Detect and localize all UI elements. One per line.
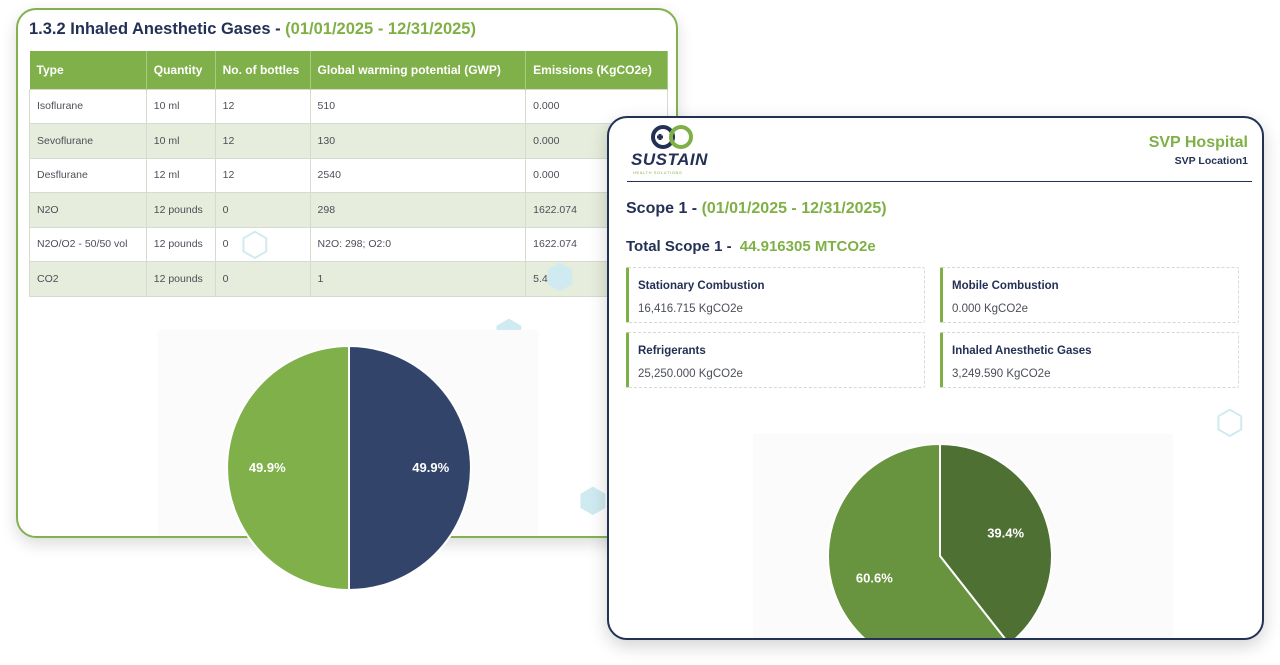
cell-gwp: 298 — [309, 192, 527, 228]
cell-bottles: 12 — [214, 88, 311, 124]
cell-quantity: 12 pounds — [145, 192, 216, 228]
cell-gwp: N2O: 298; O2:0 — [309, 226, 527, 262]
section-title-text: 1.3.2 Inhaled Anesthetic Gases - — [29, 20, 286, 38]
cell-type: Isoflurane — [29, 88, 147, 124]
hospital-name: SVP Hospital — [1148, 134, 1248, 151]
pie-slice — [226, 344, 350, 592]
cell-bottles: 0 — [214, 261, 311, 297]
pie-slice — [348, 344, 472, 592]
table-row: Sevoflurane 10 ml 12 130 0.000 — [29, 123, 668, 159]
cell-emissions: 0.000 — [525, 88, 668, 124]
pie-slice — [827, 442, 1006, 638]
total-scope: Total Scope 1 - 44.916305 MTCO2e — [626, 238, 876, 255]
cell-type: CO2 — [29, 261, 147, 297]
scope-title-text: Scope 1 - — [626, 200, 702, 217]
table-row: Isoflurane 10 ml 12 510 0.000 — [29, 88, 668, 124]
logo-mark-icon — [651, 125, 693, 149]
logo-wordmark: SUSTAIN — [631, 150, 708, 169]
cell-quantity: 12 ml — [145, 157, 216, 193]
column-header-emissions: Emissions (KgCO2e) — [525, 51, 668, 89]
stat-inhaled-anesthetic-gases: Inhaled Anesthetic Gases 3,249.590 KgCO2… — [940, 332, 1239, 388]
pie-slice-label: 60.6% — [856, 571, 893, 586]
cell-quantity: 10 ml — [145, 88, 216, 124]
cell-gwp: 2540 — [309, 157, 527, 193]
stat-label: Mobile Combustion — [952, 280, 1059, 292]
stat-mobile-combustion: Mobile Combustion 0.000 KgCO2e — [940, 267, 1239, 323]
cell-bottles: 12 — [214, 123, 311, 159]
pie-slice-label: 49.9% — [412, 460, 449, 475]
anesthetic-gases-table: Type Quantity No. of bottles Global warm… — [29, 51, 668, 297]
section-title: 1.3.2 Inhaled Anesthetic Gases - (01/01/… — [29, 20, 476, 39]
pie-slice-label: 49.9% — [249, 460, 286, 475]
stat-stationary-combustion: Stationary Combustion 16,416.715 KgCO2e — [626, 267, 925, 323]
sustain-logo: SUSTAIN HEALTH SOLUTIONS — [629, 124, 719, 175]
cell-type: Sevoflurane — [29, 123, 147, 159]
logo-tagline: HEALTH SOLUTIONS — [633, 170, 683, 175]
scope1-summary-card: SUSTAIN HEALTH SOLUTIONS SVP Hospital SV… — [607, 116, 1264, 640]
stat-label: Inhaled Anesthetic Gases — [952, 345, 1092, 357]
column-header-bottles: No. of bottles — [215, 51, 311, 89]
cell-gwp: 1 — [309, 261, 527, 297]
cell-type: Desflurane — [29, 157, 147, 193]
total-scope-value: 44.916305 MTCO2e — [739, 238, 876, 255]
table-header-row: Type Quantity No. of bottles Global warm… — [29, 51, 668, 89]
cell-quantity: 12 pounds — [145, 261, 216, 297]
cell-gwp: 130 — [309, 123, 527, 159]
cell-bottles: 0 — [214, 226, 311, 262]
cell-bottles: 12 — [214, 157, 311, 193]
header-divider — [627, 181, 1252, 182]
cell-type: N2O/O2 - 50/50 vol — [29, 226, 147, 262]
section-date-range: (01/01/2025 - 12/31/2025) — [285, 20, 476, 38]
cell-gwp: 510 — [309, 88, 527, 124]
table-row: Desflurane 12 ml 12 2540 0.000 — [29, 157, 668, 193]
scope-date-range: (01/01/2025 - 12/31/2025) — [701, 200, 887, 217]
column-header-gwp: Global warming potential (GWP) — [310, 51, 527, 89]
hospital-header: SVP Hospital SVP Location1 — [1149, 134, 1248, 167]
stat-value: 0.000 KgCO2e — [952, 303, 1029, 315]
stat-label: Stationary Combustion — [638, 280, 765, 292]
stat-value: 25,250.000 KgCO2e — [638, 368, 743, 380]
hexagon-pattern-icon: ⬡ — [1215, 404, 1245, 442]
table-row: CO2 12 pounds 0 1 5.443 — [29, 261, 668, 297]
hexagon-pattern-icon: ⬢ — [578, 482, 608, 520]
cell-bottles: 0 — [214, 192, 311, 228]
cell-quantity: 12 pounds — [145, 226, 216, 262]
cell-quantity: 10 ml — [145, 123, 216, 159]
scope-title: Scope 1 - (01/01/2025 - 12/31/2025) — [626, 200, 887, 218]
stat-value: 3,249.590 KgCO2e — [952, 368, 1051, 380]
table-row: N2O 12 pounds 0 298 1622.074 — [29, 192, 668, 228]
pie-slice — [939, 442, 1053, 638]
stat-value: 16,416.715 KgCO2e — [638, 303, 743, 315]
column-header-quantity: Quantity — [146, 51, 216, 89]
scope1-pie-chart: 39.4% 60.6% — [827, 442, 1053, 638]
table-row: N2O/O2 - 50/50 vol 12 pounds 0 N2O: 298;… — [29, 226, 668, 262]
pie-slice-label: 39.4% — [987, 525, 1024, 540]
column-header-type: Type — [29, 51, 147, 89]
hexagon-pattern-icon: ⬡ — [240, 226, 270, 264]
total-scope-label: Total Scope 1 - — [626, 238, 736, 255]
hexagon-pattern-icon: ⬢ — [545, 258, 575, 296]
anesthetic-gases-pie-chart: 49.9% 49.9% — [226, 344, 472, 592]
cell-type: N2O — [29, 192, 147, 228]
stat-refrigerants: Refrigerants 25,250.000 KgCO2e — [626, 332, 925, 388]
stat-label: Refrigerants — [638, 345, 706, 357]
hospital-location: SVP Location1 — [1174, 155, 1248, 167]
